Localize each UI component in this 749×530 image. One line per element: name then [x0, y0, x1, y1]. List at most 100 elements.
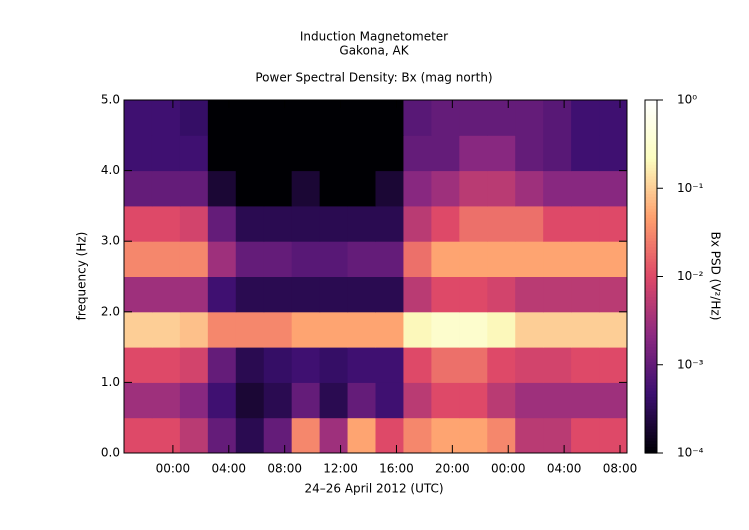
colorbar-swatch [645, 267, 657, 272]
heatmap-cell [263, 135, 293, 172]
x-tick-label: 08:00 [267, 462, 302, 476]
colorbar-swatch [645, 102, 657, 107]
colorbar-swatch [645, 270, 657, 275]
heatmap-cell [403, 417, 432, 454]
heatmap-cell [151, 347, 181, 383]
colorbar-swatch [645, 282, 657, 286]
heatmap-cell [459, 276, 488, 313]
heatmap-cell [375, 347, 404, 383]
x-tick-label: 20:00 [435, 462, 470, 476]
heatmap-cell [179, 100, 209, 136]
heatmap-cell [459, 347, 488, 383]
colorbar-swatch [645, 173, 657, 178]
heatmap-cell [375, 311, 404, 348]
colorbar-swatch [645, 161, 657, 166]
colorbar-swatch [645, 311, 657, 316]
colorbar-swatch [645, 302, 657, 307]
heatmap-cell [319, 311, 349, 348]
colorbar-swatch [645, 361, 657, 366]
colorbar-swatch [645, 402, 657, 407]
colorbar-swatch [645, 347, 657, 351]
heatmap-cell [487, 311, 516, 348]
colorbar-swatch [645, 414, 657, 419]
colorbar-swatch [645, 444, 657, 448]
heatmap-cell [459, 135, 488, 172]
heatmap-cell [543, 170, 572, 207]
colorbar-swatch [645, 344, 657, 348]
heatmap-cell [291, 170, 321, 207]
heatmap-cell [319, 170, 349, 207]
y-tick-label: 1.0 [101, 375, 120, 389]
colorbar-swatch [645, 147, 657, 151]
heatmap-cell [235, 417, 265, 454]
heatmap-cell [403, 205, 432, 242]
colorbar-swatch [645, 308, 657, 313]
heatmap-cell [124, 205, 153, 242]
colorbar-swatch [645, 426, 657, 431]
colorbar-swatch [645, 432, 657, 436]
heatmap-cell [235, 170, 265, 207]
colorbar-swatch [645, 144, 657, 148]
heatmap-cell [375, 205, 404, 242]
heatmap-cell [487, 170, 516, 207]
colorbar-swatch [645, 450, 657, 454]
x-tick-label: 04:00 [211, 462, 246, 476]
colorbar-swatch [645, 200, 657, 204]
heatmap-cell [263, 311, 293, 348]
heatmap-cell [235, 241, 265, 277]
y-tick-label: 4.0 [101, 163, 120, 177]
heatmap-cell [151, 382, 181, 419]
colorbar-swatch [645, 244, 657, 248]
y-tick-label: 0.0 [101, 446, 120, 460]
colorbar-swatch [645, 138, 657, 142]
colorbar-swatch [645, 152, 657, 157]
colorbar-swatch [645, 447, 657, 451]
heatmap-cell [431, 205, 460, 242]
heatmap-cell [543, 135, 572, 172]
colorbar-tick-label: 10⁰ [677, 93, 697, 107]
colorbar-swatch [645, 235, 657, 239]
colorbar-swatch [645, 155, 657, 160]
x-tick-label: 04:00 [547, 462, 582, 476]
x-axis-label: 24–26 April 2012 (UTC) [304, 482, 443, 496]
heatmap-cell [347, 100, 376, 136]
colorbar-swatch [645, 300, 657, 304]
colorbar-swatch [645, 191, 657, 195]
heatmap-cell [347, 276, 376, 313]
colorbar-swatch [645, 332, 657, 336]
heatmap-cell [151, 417, 181, 454]
colorbar-tick-label: 10⁻¹ [677, 181, 704, 195]
heatmap-cell [515, 100, 544, 136]
colorbar-swatch [645, 129, 657, 133]
colorbar-swatch [645, 197, 657, 201]
colorbar-swatch [645, 314, 657, 319]
heatmap-cell [207, 382, 237, 419]
heatmap-cell [431, 311, 460, 348]
heatmap-cell [375, 276, 404, 313]
heatmap-cell [459, 241, 488, 277]
heatmap-cell [515, 347, 544, 383]
colorbar-swatch [645, 408, 657, 413]
colorbar-swatch [645, 385, 657, 389]
heatmap-cell [319, 417, 349, 454]
colorbar-swatch [645, 397, 657, 401]
heatmap-cell [459, 417, 488, 454]
colorbar-swatch [645, 435, 657, 439]
plot-title: Power Spectral Density: Bx (mag north) [255, 71, 492, 85]
heatmap-cell [487, 276, 516, 313]
heatmap-cell [124, 135, 153, 172]
colorbar-swatch [645, 120, 657, 125]
heatmap-cell [403, 311, 432, 348]
heatmap-cell [543, 311, 572, 348]
x-tick-label: 16:00 [379, 462, 414, 476]
heatmap-cell [599, 347, 628, 383]
heatmap-cell [459, 205, 488, 242]
colorbar-label: Bx PSD (V²/Hz) [709, 232, 723, 321]
heatmap-cell [403, 276, 432, 313]
chart-title: Induction Magnetometer [300, 30, 448, 44]
x-tick-label: 08:00 [603, 462, 638, 476]
heatmap-cell [347, 382, 376, 419]
heatmap-cell [459, 382, 488, 419]
heatmap-cell [487, 205, 516, 242]
